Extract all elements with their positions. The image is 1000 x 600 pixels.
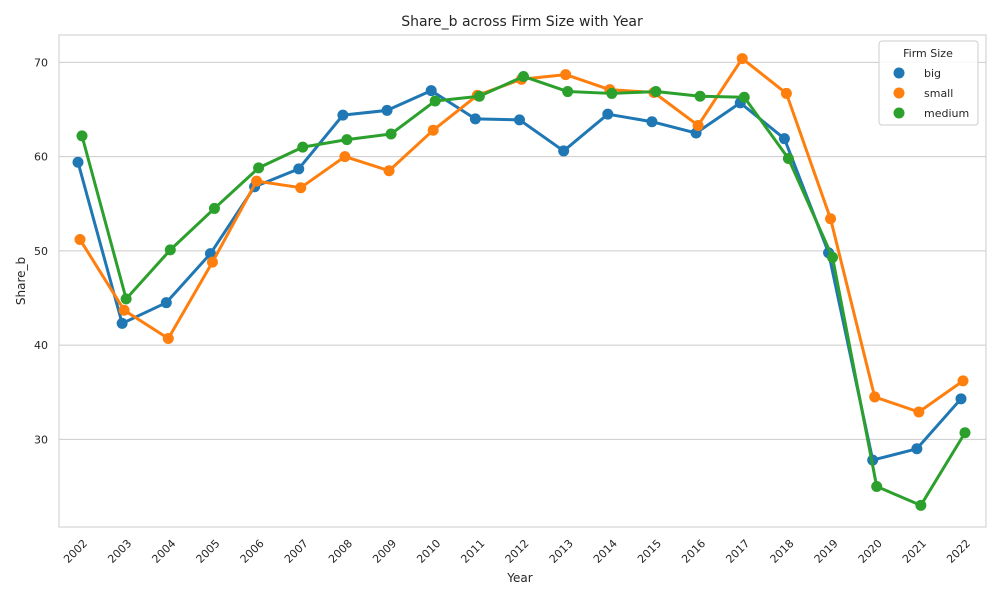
data-point xyxy=(959,427,971,439)
y-tick-labels: 30 40 50 60 70 xyxy=(34,56,48,446)
data-point xyxy=(251,175,263,187)
data-point xyxy=(425,85,437,97)
x-tick-label: 2021 xyxy=(900,537,929,566)
legend: Firm Size big small medium xyxy=(878,40,979,126)
legend-marker-medium xyxy=(893,107,905,119)
data-point xyxy=(646,116,658,128)
data-point xyxy=(162,332,174,344)
legend-marker-big xyxy=(893,67,905,79)
data-point xyxy=(208,202,220,214)
data-point xyxy=(253,162,265,174)
x-tick-label: 2007 xyxy=(282,537,311,566)
data-point xyxy=(778,133,790,145)
data-point xyxy=(74,234,86,246)
data-point xyxy=(915,499,927,511)
data-point xyxy=(116,317,128,329)
series-lines xyxy=(72,53,971,511)
x-tick-label: 2004 xyxy=(149,537,178,566)
data-point xyxy=(911,443,923,455)
x-axis-title: Year xyxy=(506,571,532,585)
x-tick-label: 2012 xyxy=(503,537,532,566)
data-point xyxy=(204,248,216,260)
data-point xyxy=(473,90,485,102)
data-point xyxy=(164,244,176,256)
data-point xyxy=(913,406,925,418)
legend-label-medium: medium xyxy=(924,107,969,120)
data-point xyxy=(339,151,351,163)
x-tick-label: 2014 xyxy=(591,537,620,566)
data-point xyxy=(602,108,614,120)
data-point xyxy=(560,69,572,81)
data-point xyxy=(429,95,441,107)
y-tick-label: 30 xyxy=(34,433,48,446)
x-tick-label: 2009 xyxy=(370,537,399,566)
x-tick-label: 2006 xyxy=(238,537,267,566)
data-point xyxy=(383,165,395,177)
data-point xyxy=(692,119,704,131)
x-tick-label: 2018 xyxy=(768,537,797,566)
data-point xyxy=(694,90,706,102)
x-tick-label: 2020 xyxy=(856,537,885,566)
legend-box xyxy=(878,40,979,126)
data-point xyxy=(337,109,349,121)
x-tick-label: 2013 xyxy=(547,537,576,566)
data-point xyxy=(160,297,172,309)
data-point xyxy=(736,53,748,65)
x-tick-label: 2005 xyxy=(194,537,223,566)
data-point xyxy=(738,91,750,103)
data-point xyxy=(827,251,839,263)
data-point xyxy=(72,156,84,168)
data-point xyxy=(650,86,662,98)
x-tick-label: 2016 xyxy=(679,537,708,566)
data-point xyxy=(297,141,309,153)
x-tick-label: 2002 xyxy=(61,537,90,566)
data-point xyxy=(206,256,218,268)
data-point xyxy=(427,124,439,136)
y-tick-label: 60 xyxy=(34,151,48,164)
data-point xyxy=(295,182,307,194)
data-point xyxy=(514,114,525,126)
legend-label-big: big xyxy=(924,67,941,80)
data-point xyxy=(76,130,88,142)
data-point xyxy=(385,128,397,140)
legend-marker-small xyxy=(893,87,905,99)
data-point xyxy=(118,304,130,316)
data-point xyxy=(782,152,794,164)
y-tick-label: 70 xyxy=(34,56,48,69)
data-point xyxy=(606,87,618,99)
legend-label-small: small xyxy=(924,87,953,100)
data-point xyxy=(780,87,792,99)
data-point xyxy=(381,104,393,116)
data-point xyxy=(558,145,570,157)
data-point xyxy=(869,391,881,403)
x-tick-label: 2008 xyxy=(326,537,355,566)
data-point xyxy=(825,213,837,225)
data-point xyxy=(120,293,132,305)
y-tick-label: 50 xyxy=(34,245,48,258)
data-point xyxy=(957,375,969,387)
y-tick-label: 40 xyxy=(34,339,48,352)
chart-title: Share_b across Firm Size with Year xyxy=(401,14,643,30)
legend-items: big small medium xyxy=(893,67,969,120)
series-medium xyxy=(76,70,971,511)
x-tick-label: 2022 xyxy=(944,537,973,566)
data-point xyxy=(293,163,305,175)
x-tick-label: 2015 xyxy=(635,537,664,566)
data-point xyxy=(871,480,883,492)
data-point xyxy=(469,113,481,125)
x-tick-label: 2019 xyxy=(812,537,841,566)
data-point xyxy=(518,70,529,82)
x-tick-labels: 2002 2003 2004 2005 2006 2007 2008 2009 2010 2011… xyxy=(61,537,973,566)
x-tick-label: 2010 xyxy=(414,537,443,566)
x-tick-label: 2011 xyxy=(458,537,487,566)
legend-title: Firm Size xyxy=(903,47,953,60)
y-axis-title: Share_b xyxy=(14,257,28,305)
data-point xyxy=(562,86,574,98)
data-point xyxy=(341,134,353,146)
x-tick-label: 2003 xyxy=(105,537,134,566)
x-tick-label: 2017 xyxy=(723,537,752,566)
data-point xyxy=(955,393,967,405)
